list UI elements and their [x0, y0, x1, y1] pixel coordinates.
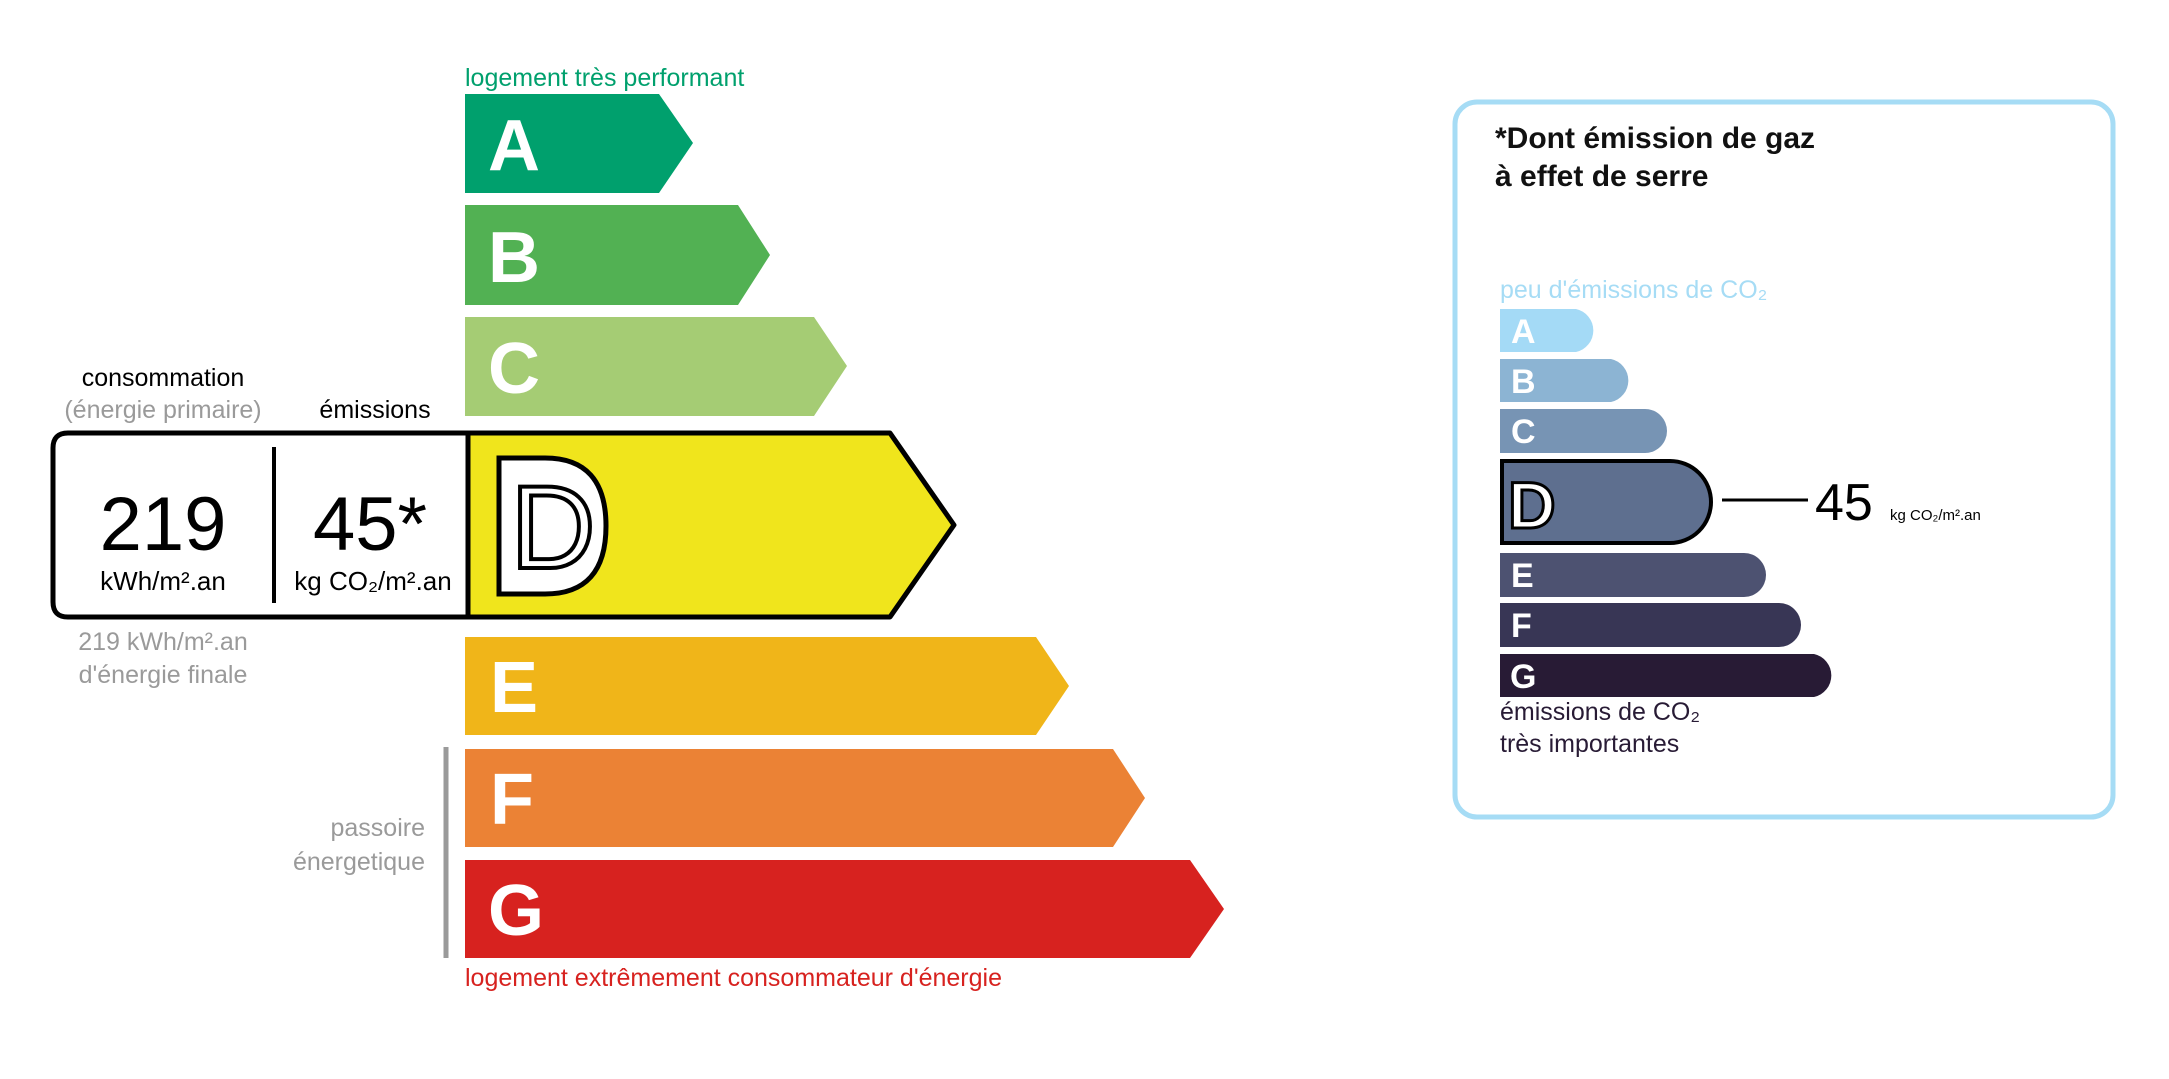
bar-shape-a: [465, 94, 693, 193]
ges-title-line1: *Dont émission de gaz: [1495, 122, 1815, 155]
bar-letter-e: E: [490, 648, 538, 728]
consumption-subheader: (énergie primaire): [64, 396, 261, 424]
bar-letter-d: D: [510, 462, 595, 594]
ges-bar-c: C: [1500, 409, 1667, 453]
ges-bar-a: A: [1500, 309, 1594, 352]
ges-letter-e: E: [1511, 557, 1534, 595]
emissions-header: émissions: [319, 396, 430, 424]
ges-letter-c: C: [1511, 413, 1536, 451]
bar-shape-b: [465, 205, 770, 305]
energy-bar-g: G: [465, 860, 1224, 958]
energy-bar-a: A: [465, 94, 693, 193]
final-energy-line1: 219 kWh/m².an: [78, 628, 248, 656]
bar-shape-g: [465, 860, 1224, 958]
energy-current-row: D 219 kWh/m².an 45* kg CO₂/m².an: [50, 430, 957, 620]
ges-bar-shape-g: [1500, 654, 1832, 697]
ges-bar-d: D 45 kg CO₂/m².an: [1500, 459, 1981, 545]
current-class-badge: [496, 455, 609, 597]
bar-letter-b: B: [488, 218, 540, 298]
consumption-unit: kWh/m².an: [100, 566, 226, 596]
ges-bar-shape-e: [1500, 553, 1766, 597]
consumption-value: 219: [100, 482, 227, 567]
bar-letter-g: G: [488, 871, 544, 951]
passoire-label-line1: passoire: [331, 814, 426, 842]
energy-bar-c: C: [465, 317, 847, 416]
ges-bottom-label-line2: très importantes: [1500, 730, 1679, 758]
bar-letter-a: A: [488, 106, 540, 186]
bar-shape-e: [465, 637, 1069, 735]
bottom-label: logement extrêmement consommateur d'éner…: [465, 964, 1002, 992]
ges-letter-b: B: [1511, 363, 1536, 401]
consumption-header: consommation: [82, 364, 245, 392]
ges-bar-shape-c: [1500, 409, 1667, 453]
bar-letter-c: C: [488, 329, 540, 409]
ges-unit: kg CO₂/m².an: [1890, 507, 1981, 524]
ges-bar-b: B: [1500, 359, 1629, 402]
ges-bar-g: G: [1500, 654, 1832, 697]
passoire-label-line2: énergetique: [293, 848, 425, 876]
ges-bar-f: F: [1500, 603, 1801, 647]
final-energy-line2: d'énergie finale: [79, 661, 248, 689]
ges-letter-a: A: [1511, 313, 1536, 351]
ges-bar-e: E: [1500, 553, 1766, 597]
ges-bar-shape-f: [1500, 603, 1801, 647]
bar-letter-f: F: [490, 760, 534, 840]
bar-shape-c: [465, 317, 847, 416]
energy-bar-f: F: [465, 749, 1145, 847]
ges-panel: *Dont émission de gaz à effet de serre p…: [1452, 99, 2116, 820]
bar-shape-f: [465, 749, 1145, 847]
ges-letter-f: F: [1511, 607, 1532, 645]
energy-bar-b: B: [465, 205, 770, 305]
top-label: logement très performant: [465, 64, 744, 92]
ges-value: 45: [1815, 474, 1873, 532]
value-box: [50, 430, 471, 620]
ges-letter-g: G: [1510, 658, 1536, 696]
emissions-value: 45*: [313, 482, 427, 567]
ges-bar-shape-d: [1500, 459, 1713, 545]
ges-bar-shape-b: [1500, 359, 1629, 402]
ges-letter-d: D: [1508, 468, 1556, 542]
ges-bottom-label-line1: émissions de CO₂: [1500, 698, 1700, 726]
ges-title-line2: à effet de serre: [1495, 160, 1708, 193]
ges-top-label: peu d'émissions de CO₂: [1500, 276, 1767, 304]
energy-bar-e: E: [465, 637, 1069, 735]
ges-bar-shape-a: [1500, 309, 1594, 352]
emissions-unit: kg CO₂/m².an: [294, 566, 451, 596]
